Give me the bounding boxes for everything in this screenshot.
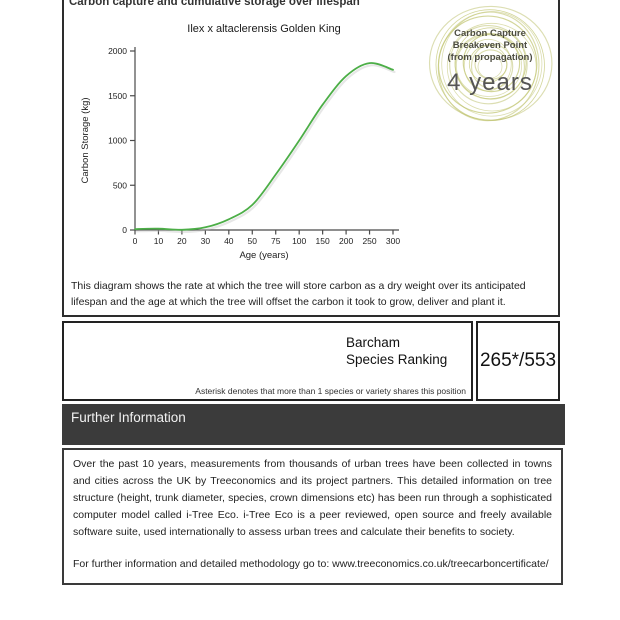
tree-rings-icon bbox=[428, 5, 553, 122]
svg-text:0: 0 bbox=[122, 225, 127, 235]
tree-ring bbox=[449, 25, 528, 105]
species-ranking-row: Barcham Species Ranking Asterisk denotes… bbox=[62, 321, 560, 401]
svg-text:250: 250 bbox=[362, 236, 376, 246]
tree-ring bbox=[477, 55, 503, 79]
chart-svg: Ilex x altaclerensis Golden King Age (yea… bbox=[80, 23, 400, 261]
badge-line1: Carbon Capture bbox=[454, 28, 526, 39]
svg-text:300: 300 bbox=[386, 236, 400, 246]
svg-text:30: 30 bbox=[201, 236, 211, 246]
svg-text:500: 500 bbox=[113, 180, 127, 190]
tree-ring bbox=[470, 43, 514, 90]
curve-shadow bbox=[135, 64, 396, 234]
further-information-header: Further Information bbox=[71, 410, 186, 425]
tree-ring bbox=[437, 11, 540, 122]
badge-line3: (from propagation) bbox=[447, 52, 533, 63]
svg-text:1500: 1500 bbox=[108, 91, 127, 101]
tree-ring bbox=[454, 27, 527, 100]
ranking-label: Species Ranking bbox=[346, 352, 448, 367]
ranking-value: 265*/553 bbox=[479, 350, 557, 371]
chart-section: Carbon capture and cumulative storage ov… bbox=[62, 0, 560, 317]
tree-ring bbox=[428, 5, 553, 121]
ranking-footnote: Asterisk denotes that more than 1 specie… bbox=[195, 386, 466, 396]
page-title: Carbon capture and cumulative storage ov… bbox=[69, 0, 360, 8]
svg-text:10: 10 bbox=[154, 236, 164, 246]
svg-text:75: 75 bbox=[271, 236, 281, 246]
svg-text:Age (years): Age (years) bbox=[239, 250, 288, 261]
ranking-title: Barcham Species Ranking bbox=[346, 334, 447, 368]
svg-text:100: 100 bbox=[292, 236, 306, 246]
chart-description: This diagram shows the rate at which the… bbox=[71, 280, 526, 308]
badge-breakeven-years: 4 years bbox=[447, 69, 533, 96]
ranking-value-cell: 265*/553 bbox=[476, 321, 560, 401]
svg-text:40: 40 bbox=[224, 236, 234, 246]
svg-text:150: 150 bbox=[316, 236, 330, 246]
species-ranking-cell: Barcham Species Ranking Asterisk denotes… bbox=[62, 321, 473, 401]
tree-ring bbox=[441, 11, 543, 117]
further-information-header-bar: Further Information bbox=[62, 404, 565, 445]
carbon-storage-curve bbox=[134, 62, 394, 231]
breakeven-badge-text: Carbon Capture Breakeven Point (from pro… bbox=[427, 1, 553, 129]
svg-text:20: 20 bbox=[177, 236, 187, 246]
further-information-paragraph: Over the past 10 years, measurements fro… bbox=[73, 458, 552, 538]
carbon-storage-chart: Ilex x altaclerensis Golden King Age (yea… bbox=[74, 12, 416, 264]
svg-text:Ilex x altaclerensis Golden Ki: Ilex x altaclerensis Golden King bbox=[187, 23, 340, 35]
svg-text:Carbon Storage (kg): Carbon Storage (kg) bbox=[80, 97, 91, 183]
svg-text:200: 200 bbox=[339, 236, 353, 246]
breakeven-badge bbox=[427, 1, 553, 129]
svg-text:2000: 2000 bbox=[108, 46, 127, 56]
tree-ring bbox=[437, 15, 538, 114]
svg-text:0: 0 bbox=[133, 236, 138, 246]
methodology-link-line: For further information and detailed met… bbox=[73, 558, 549, 570]
ranking-org: Barcham bbox=[346, 335, 401, 350]
tree-ring bbox=[455, 34, 522, 97]
svg-text:50: 50 bbox=[248, 236, 258, 246]
further-information-box: Over the past 10 years, measurements fro… bbox=[62, 448, 563, 585]
svg-text:1000: 1000 bbox=[108, 136, 127, 146]
badge-line2: Breakeven Point bbox=[452, 40, 528, 51]
